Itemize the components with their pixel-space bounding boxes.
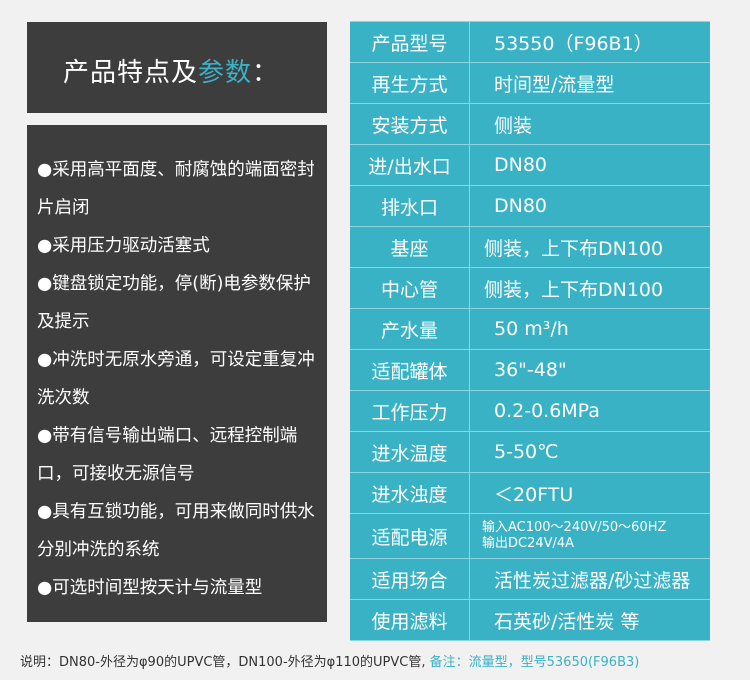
spec-row: 安装方式 侧装 [350,104,710,145]
feature-item: ●采用压力驱动活塞式 [37,236,210,256]
spec-label: 基座 [350,227,470,267]
spec-row: 进/出水口 DN80 [350,145,710,186]
spec-value: 侧装，上下布DN100 [484,237,664,260]
spec-row: 适用场合 活性炭过滤器/砂过滤器 [350,559,710,600]
spec-value-line: 输出DC24V/4A [482,536,575,551]
spec-value: 输入AC100～240V/50～60HZ 输出DC24V/4A [470,520,666,552]
title-panel: 产品特点及参数： [27,22,327,113]
spec-label: 进水浊度 [350,473,470,513]
spec-label: 产品型号 [350,22,470,62]
spec-value: 侧装，上下布DN100 [484,278,664,301]
spec-value: 0.2-0.6MPa [494,400,600,422]
spec-value: ＜20FTU [494,483,574,506]
spec-value: 50 m³/h [494,318,569,340]
spec-value: 53550（F96B1） [494,32,653,55]
spec-label: 适配电源 [350,514,470,558]
title-accent: 参数 [198,58,253,88]
spec-row: 使用滤料 石英砂/活性炭 等 [350,600,710,641]
spec-value: DN80 [494,154,548,176]
spec-label: 产水量 [350,309,470,349]
spec-label: 适用场合 [350,559,470,599]
features-list: ●采用高平面度、耐腐蚀的端面密封片启闭 ●采用压力驱动活塞式 ●键盘锁定功能，停… [37,151,322,607]
spec-row: 中心管 侧装，上下布DN100 [350,268,710,309]
title-main: 产品特点及 [63,58,199,88]
spec-row: 基座 侧装，上下布DN100 [350,227,710,268]
page-title: 产品特点及参数： [63,52,279,89]
spec-label: 适配罐体 [350,350,470,390]
spec-value: 时间型/流量型 [494,73,615,96]
spec-label: 安装方式 [350,104,470,144]
spec-label: 工作压力 [350,391,470,431]
feature-item: ●冲洗时无原水旁通，可设定重复冲洗次数 [37,350,315,408]
spec-label: 排水口 [350,186,470,226]
spec-row: 排水口 DN80 [350,186,710,227]
spec-row: 进水浊度 ＜20FTU [350,473,710,514]
feature-item: ●键盘锁定功能，停(断)电参数保护及提示 [37,274,311,332]
footnote-remark: 备注：流量型，型号53650(F96B3) [425,655,640,670]
feature-item: ●具有互锁功能，可用来做同时供水分别冲洗的系统 [37,502,315,560]
feature-item: ●可选时间型按天计与流量型 [37,578,263,598]
spec-value: 侧装 [494,114,533,137]
feature-item: ●带有信号输出端口、远程控制端口，可接收无源信号 [37,426,298,484]
spec-row: 再生方式 时间型/流量型 [350,63,710,104]
spec-value: 石英砂/活性炭 等 [494,610,640,633]
title-colon: ： [252,58,280,88]
features-panel: ●采用高平面度、耐腐蚀的端面密封片启闭 ●采用压力驱动活塞式 ●键盘锁定功能，停… [27,125,327,622]
spec-value: 36"-48" [494,359,567,381]
spec-value: DN80 [494,195,548,217]
spec-label: 中心管 [350,268,470,308]
spec-label: 使用滤料 [350,600,470,640]
spec-row: 进水温度 5-50℃ [350,432,710,473]
spec-value: 5-50℃ [494,441,559,463]
spec-row: 产水量 50 m³/h [350,309,710,350]
spec-value: 活性炭过滤器/砂过滤器 [494,569,691,592]
spec-row: 工作压力 0.2-0.6MPa [350,391,710,432]
spec-label: 进水温度 [350,432,470,472]
spec-table: 产品型号 53550（F96B1） 再生方式 时间型/流量型 安装方式 侧装 进/出水… [350,21,710,641]
spec-label: 再生方式 [350,63,470,103]
spec-row: 适配罐体 36"-48" [350,350,710,391]
spec-row: 适配电源 输入AC100～240V/50～60HZ 输出DC24V/4A [350,514,710,559]
spec-row: 产品型号 53550（F96B1） [350,22,710,63]
spec-label: 进/出水口 [350,145,470,185]
footnote: 说明：DN80-外径为φ90的UPVC管，DN100-外径为φ110的UPVC管… [20,651,639,670]
footnote-text: 说明：DN80-外径为φ90的UPVC管，DN100-外径为φ110的UPVC管… [20,655,426,670]
feature-item: ●采用高平面度、耐腐蚀的端面密封片启闭 [37,160,315,218]
spec-value-line: 输入AC100～240V/50～60HZ [482,520,667,535]
